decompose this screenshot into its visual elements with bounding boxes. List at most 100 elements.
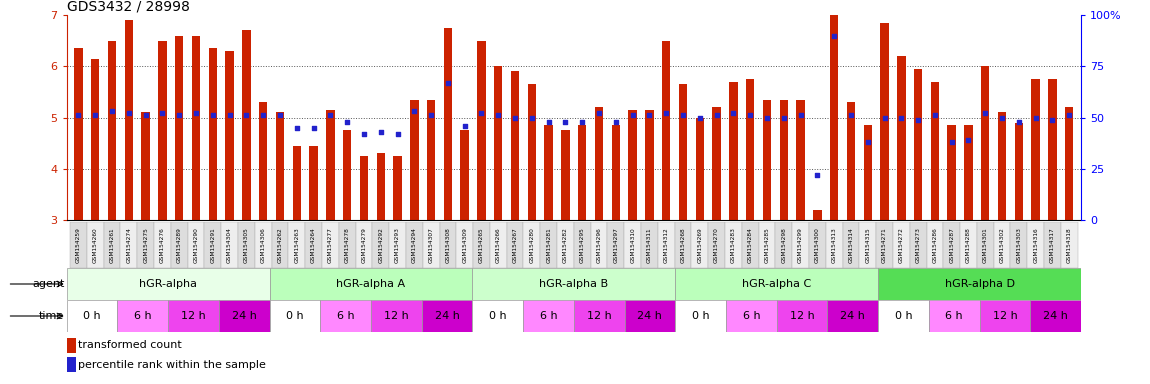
Bar — [243, 30, 251, 220]
Bar — [473, 222, 490, 268]
Bar — [1060, 222, 1078, 268]
Bar — [355, 222, 373, 268]
Point — [641, 113, 659, 119]
Bar — [981, 66, 989, 220]
Bar — [591, 222, 607, 268]
Bar — [675, 222, 691, 268]
Bar — [691, 222, 708, 268]
Bar — [360, 156, 368, 220]
Bar — [976, 222, 994, 268]
Bar — [930, 82, 940, 220]
Text: GSM154312: GSM154312 — [664, 227, 668, 263]
Text: GSM154282: GSM154282 — [564, 227, 568, 263]
Text: GSM154284: GSM154284 — [748, 227, 753, 263]
Text: GSM154308: GSM154308 — [445, 227, 451, 263]
Point — [607, 119, 626, 125]
Point — [758, 114, 776, 121]
Text: GSM154265: GSM154265 — [480, 227, 484, 263]
Bar — [87, 222, 103, 268]
Bar — [422, 300, 473, 332]
Bar — [137, 222, 154, 268]
Bar — [320, 300, 371, 332]
Bar — [427, 99, 436, 220]
Point — [791, 113, 810, 119]
Text: GSM154293: GSM154293 — [394, 227, 400, 263]
Bar — [218, 300, 269, 332]
Bar — [473, 300, 523, 332]
Bar — [305, 222, 322, 268]
Bar — [662, 41, 670, 220]
Point — [590, 110, 608, 116]
Bar — [1065, 107, 1073, 220]
Bar — [724, 222, 742, 268]
Point — [1060, 113, 1079, 119]
Bar — [473, 268, 675, 300]
Point — [775, 114, 793, 121]
Bar — [675, 300, 726, 332]
Text: percentile rank within the sample: percentile rank within the sample — [78, 360, 266, 370]
Text: 0 h: 0 h — [286, 311, 304, 321]
Text: GSM154297: GSM154297 — [613, 227, 619, 263]
Bar — [259, 102, 268, 220]
Text: GSM154289: GSM154289 — [177, 227, 182, 263]
Point — [573, 119, 591, 125]
Text: 24 h: 24 h — [637, 311, 662, 321]
Text: GSM154262: GSM154262 — [277, 227, 283, 263]
Point — [724, 110, 743, 116]
Bar — [393, 156, 401, 220]
Bar — [271, 222, 289, 268]
Bar — [879, 268, 1081, 300]
Bar — [292, 146, 301, 220]
Point — [438, 79, 457, 86]
Bar — [175, 35, 183, 220]
Text: GSM154272: GSM154272 — [899, 227, 904, 263]
Bar — [826, 222, 843, 268]
Text: 6 h: 6 h — [337, 311, 354, 321]
Bar — [159, 41, 167, 220]
Bar — [1011, 222, 1027, 268]
Text: GSM154294: GSM154294 — [412, 227, 416, 263]
Point — [1027, 114, 1045, 121]
Text: 12 h: 12 h — [790, 311, 814, 321]
Bar — [948, 125, 956, 220]
Text: GSM154264: GSM154264 — [310, 227, 316, 263]
Point — [959, 137, 977, 143]
Bar — [276, 113, 284, 220]
Bar — [712, 107, 721, 220]
Point — [270, 113, 289, 119]
Text: 6 h: 6 h — [743, 311, 760, 321]
Text: 0 h: 0 h — [83, 311, 101, 321]
Bar — [960, 222, 976, 268]
Bar — [1044, 222, 1060, 268]
Bar — [595, 107, 604, 220]
Bar — [796, 99, 805, 220]
Text: 12 h: 12 h — [181, 311, 206, 321]
Text: GSM154304: GSM154304 — [227, 227, 232, 263]
Bar — [327, 110, 335, 220]
Bar — [759, 222, 775, 268]
Point — [371, 129, 390, 135]
Text: GSM154309: GSM154309 — [462, 227, 467, 263]
Text: GSM154299: GSM154299 — [798, 227, 803, 263]
Bar — [561, 130, 569, 220]
Point — [422, 113, 440, 119]
Bar — [477, 41, 485, 220]
Text: GSM154302: GSM154302 — [999, 227, 1005, 263]
Bar — [980, 300, 1030, 332]
Bar — [696, 118, 704, 220]
Bar — [389, 222, 406, 268]
Point — [489, 113, 507, 119]
Bar — [864, 125, 872, 220]
Bar — [726, 300, 776, 332]
Bar — [460, 130, 469, 220]
Bar — [269, 268, 473, 300]
Text: hGR-alpha D: hGR-alpha D — [944, 279, 1014, 289]
Bar — [645, 110, 653, 220]
Point — [926, 113, 944, 119]
Bar — [1049, 79, 1057, 220]
Bar — [1027, 222, 1044, 268]
Text: GSM154259: GSM154259 — [76, 227, 81, 263]
Text: GSM154295: GSM154295 — [580, 227, 584, 263]
Bar — [141, 113, 150, 220]
Bar — [658, 222, 675, 268]
